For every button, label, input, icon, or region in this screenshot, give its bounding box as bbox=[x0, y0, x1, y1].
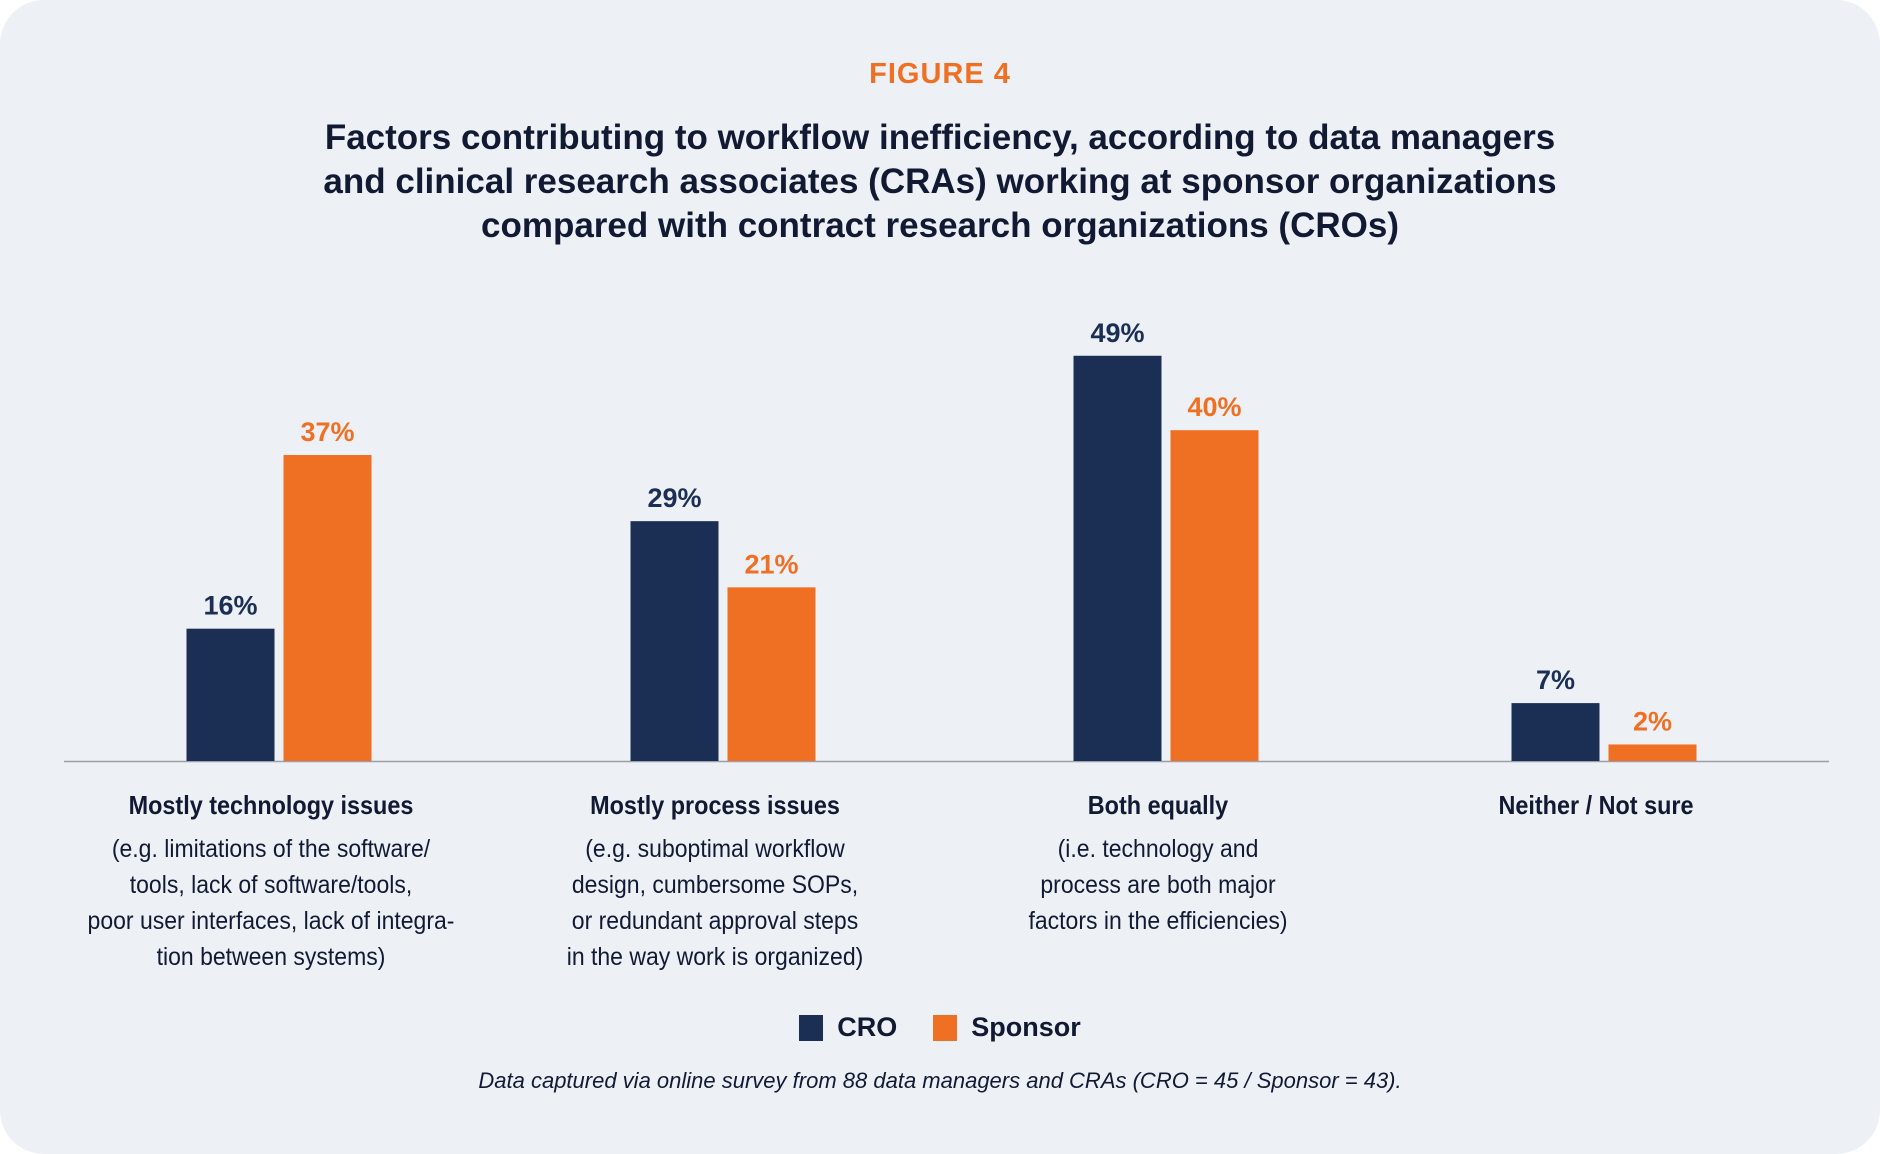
category-label: Mostly technology issues bbox=[128, 790, 414, 820]
footnote: Data captured via online survey from 88 … bbox=[478, 1068, 1402, 1093]
legend-swatch-cro bbox=[799, 1014, 824, 1041]
description-line: tion between systems) bbox=[156, 943, 386, 971]
description-line: (e.g. limitations of the software/ bbox=[111, 835, 431, 863]
description-line: process are both major bbox=[1040, 871, 1276, 899]
bar-sponsor bbox=[1170, 430, 1259, 761]
bar-sponsor bbox=[727, 587, 816, 761]
description-line: factors in the efficiencies) bbox=[1028, 907, 1288, 935]
title-line: Factors contributing to workflow ineffic… bbox=[324, 118, 1556, 157]
legend-item-sponsor: Sponsor bbox=[933, 1012, 1081, 1043]
category-label-group: Neither / Not sure bbox=[1366, 785, 1826, 831]
description-line: tools, lack of software/tools, bbox=[129, 871, 413, 899]
bar-sponsor bbox=[1608, 744, 1697, 761]
data-label: 2% bbox=[1633, 706, 1672, 736]
title-line: compared with contract research organiza… bbox=[481, 206, 1399, 245]
chart-title: Factors contributing to workflow ineffic… bbox=[200, 116, 1680, 248]
category-label: Mostly process issues bbox=[590, 790, 840, 820]
legend-label: CRO bbox=[837, 1012, 898, 1042]
legend: CRO Sponsor bbox=[0, 1012, 1880, 1043]
data-label: 49% bbox=[1090, 318, 1144, 348]
category-label-group: Mostly process issues (e.g. suboptimal wo… bbox=[485, 785, 945, 975]
legend-item-cro: CRO bbox=[799, 1012, 897, 1043]
category-description: (i.e. technology and process are both maj… bbox=[946, 831, 1369, 939]
bar-cro bbox=[630, 521, 719, 761]
description-line: (i.e. technology and bbox=[1057, 835, 1259, 863]
category-label-group: Mostly technology issues (e.g. limitation… bbox=[41, 785, 501, 975]
category-label: Both equally bbox=[1087, 790, 1229, 820]
figure-label: FIGURE 4 bbox=[869, 58, 1011, 90]
bar-cro bbox=[1511, 703, 1600, 761]
data-label: 16% bbox=[203, 591, 257, 621]
description-line: or redundant approval steps bbox=[571, 907, 859, 935]
bar-cro bbox=[1073, 355, 1162, 761]
bar-cro bbox=[186, 628, 275, 761]
bar-sponsor bbox=[283, 455, 372, 761]
title-line: and clinical research associates (CRAs) … bbox=[323, 162, 1557, 201]
category-label: Neither / Not sure bbox=[1498, 790, 1694, 820]
legend-label: Sponsor bbox=[971, 1012, 1081, 1042]
description-line: in the way work is organized) bbox=[566, 943, 864, 971]
description-line: (e.g. suboptimal workflow bbox=[585, 835, 845, 863]
data-label: 40% bbox=[1187, 392, 1241, 422]
data-label: 7% bbox=[1536, 665, 1575, 695]
legend-swatch-sponsor bbox=[933, 1014, 958, 1041]
category-label-group: Both equally (i.e. technology and process … bbox=[928, 785, 1388, 939]
description-line: poor user interfaces, lack of integra- bbox=[87, 907, 455, 935]
data-label: 29% bbox=[647, 483, 701, 513]
description-line: design, cumbersome SOPs, bbox=[571, 871, 859, 899]
category-description: (e.g. suboptimal workflow design, cumbers… bbox=[503, 831, 926, 975]
category-description: (e.g. limitations of the software/tools,… bbox=[59, 831, 482, 975]
data-label: 37% bbox=[300, 417, 354, 447]
data-label: 21% bbox=[744, 549, 798, 579]
